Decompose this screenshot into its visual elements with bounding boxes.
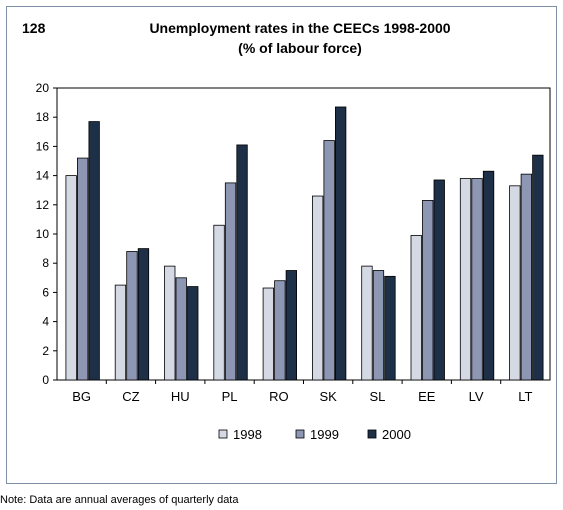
y-tick-label: 4 bbox=[42, 315, 49, 329]
x-category-label: RO bbox=[269, 389, 289, 404]
y-tick-label: 8 bbox=[42, 256, 49, 270]
bar bbox=[311, 195, 324, 381]
bar bbox=[236, 144, 248, 381]
bar bbox=[361, 265, 373, 381]
bar bbox=[65, 175, 77, 381]
legend-swatch bbox=[295, 429, 305, 439]
y-tick-label: 6 bbox=[42, 285, 49, 299]
legend-label: 1998 bbox=[233, 427, 262, 442]
y-tick-label: 16 bbox=[36, 139, 50, 153]
x-category-label: EE bbox=[418, 389, 436, 404]
footnote: Note: Data are annual averages of quarte… bbox=[0, 494, 239, 506]
bar bbox=[285, 270, 298, 381]
bar bbox=[224, 182, 237, 381]
bar bbox=[126, 251, 138, 381]
x-category-label: SK bbox=[319, 389, 337, 404]
bar bbox=[334, 106, 347, 381]
bar bbox=[77, 157, 89, 381]
y-tick-label: 14 bbox=[36, 169, 50, 183]
bar bbox=[372, 270, 385, 381]
bar bbox=[520, 173, 532, 381]
figure-number: 128 bbox=[22, 20, 46, 36]
y-tick-label: 12 bbox=[36, 198, 50, 212]
y-tick-label: 18 bbox=[36, 110, 50, 124]
y-tick-label: 0 bbox=[42, 373, 49, 387]
legend-swatch bbox=[367, 429, 377, 439]
bar bbox=[274, 280, 286, 381]
bar bbox=[262, 287, 275, 381]
chart-title: Unemployment rates in the CEECs 1998-200… bbox=[149, 20, 451, 36]
bar bbox=[213, 224, 225, 381]
bar bbox=[187, 286, 199, 381]
bar bbox=[137, 248, 150, 381]
bar bbox=[88, 121, 100, 381]
bar bbox=[482, 170, 495, 381]
bar bbox=[323, 140, 335, 381]
x-category-label: HU bbox=[171, 389, 190, 404]
x-category-label: LV bbox=[469, 389, 484, 404]
x-category-label: CZ bbox=[122, 389, 139, 404]
y-tick-label: 2 bbox=[42, 344, 49, 358]
legend-label: 2000 bbox=[382, 427, 411, 442]
bar bbox=[175, 277, 187, 381]
bar bbox=[114, 284, 127, 381]
bar bbox=[384, 275, 396, 381]
bar bbox=[433, 179, 445, 381]
legend-swatch bbox=[218, 429, 228, 439]
bar bbox=[459, 178, 472, 381]
legend-label: 1999 bbox=[310, 427, 339, 442]
bar bbox=[164, 265, 176, 381]
bar bbox=[509, 185, 521, 381]
x-category-label: BG bbox=[72, 389, 91, 404]
bar bbox=[532, 154, 544, 381]
bar bbox=[471, 178, 483, 381]
y-tick-label: 20 bbox=[36, 81, 50, 95]
x-category-label: SL bbox=[369, 389, 385, 404]
bar bbox=[422, 200, 434, 381]
chart-subtitle: (% of labour force) bbox=[238, 40, 362, 56]
x-category-label: PL bbox=[222, 389, 238, 404]
y-tick-label: 10 bbox=[36, 227, 50, 241]
bar bbox=[410, 235, 422, 381]
x-category-label: LT bbox=[518, 389, 532, 404]
